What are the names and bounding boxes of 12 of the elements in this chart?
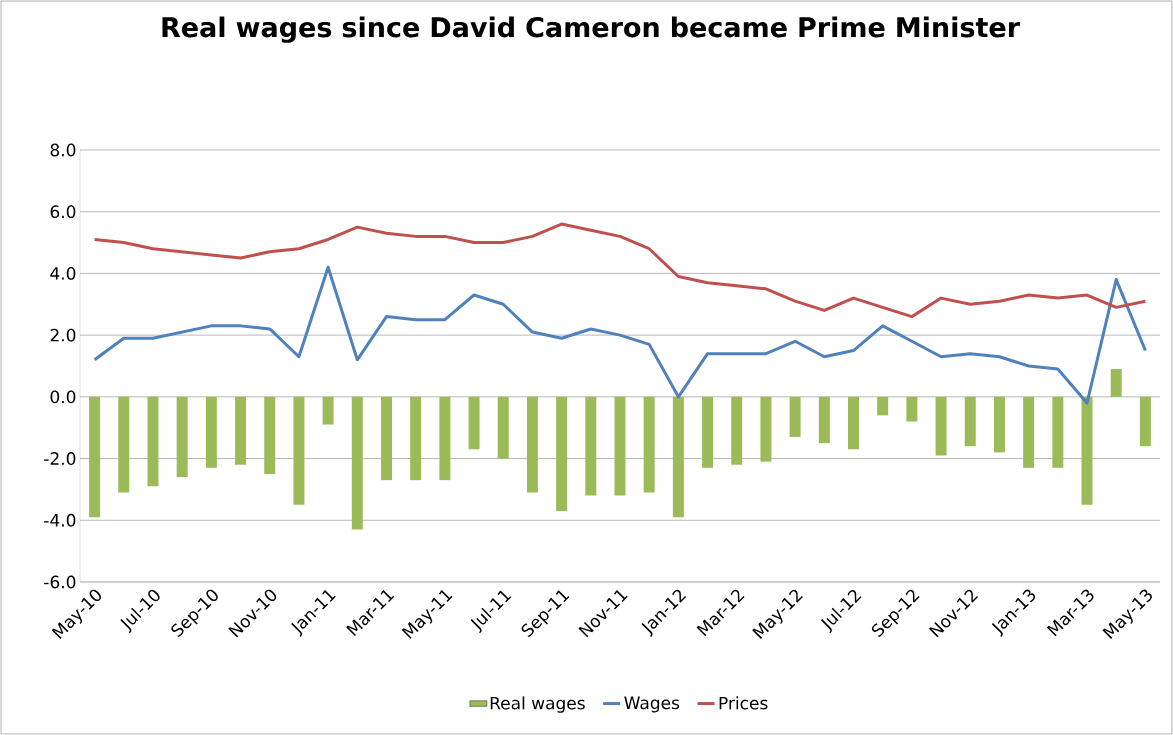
chart-title: Real wages since David Cameron became Prime Minister — [162, 16, 1020, 43]
y-tick-label: -4.0 — [44, 513, 76, 527]
legend-label: Prices — [719, 696, 768, 710]
y-tick-label: 6.0 — [50, 205, 76, 219]
y-tick-label: 0.0 — [50, 390, 76, 404]
y-tick-label: 4.0 — [50, 266, 76, 280]
y-tick-label: 8.0 — [50, 143, 76, 157]
y-tick-label: 2.0 — [50, 328, 76, 342]
y-tick-label: -2.0 — [44, 452, 76, 465]
legend-label: Wages — [624, 696, 680, 713]
y-tick-label: -6.0 — [44, 575, 76, 589]
legend-label: Real wages — [490, 696, 585, 713]
